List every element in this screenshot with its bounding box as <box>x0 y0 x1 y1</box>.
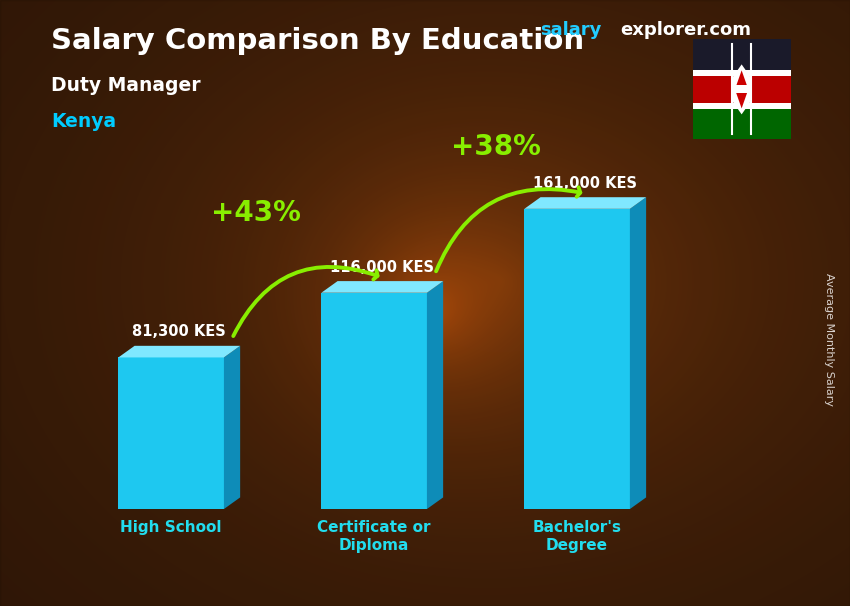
Polygon shape <box>524 197 646 209</box>
Text: +38%: +38% <box>451 133 541 161</box>
Polygon shape <box>321 281 443 293</box>
Text: +43%: +43% <box>212 199 302 227</box>
Text: 161,000 KES: 161,000 KES <box>533 176 638 191</box>
Polygon shape <box>630 197 646 509</box>
Bar <box>693 73 791 106</box>
Bar <box>693 39 791 73</box>
Text: Average Monthly Salary: Average Monthly Salary <box>824 273 834 406</box>
Bar <box>693 106 791 139</box>
Bar <box>321 293 427 509</box>
Bar <box>118 358 224 509</box>
Polygon shape <box>118 346 241 358</box>
Bar <box>733 85 751 93</box>
Bar <box>524 209 630 509</box>
Bar <box>693 103 791 109</box>
Polygon shape <box>735 70 748 108</box>
Text: Salary Comparison By Education: Salary Comparison By Education <box>51 27 584 55</box>
Text: salary: salary <box>540 21 601 39</box>
Polygon shape <box>224 346 241 509</box>
Text: Duty Manager: Duty Manager <box>51 76 201 95</box>
Bar <box>693 70 791 76</box>
Text: explorer.com: explorer.com <box>620 21 751 39</box>
Text: 116,000 KES: 116,000 KES <box>331 259 434 275</box>
Text: Kenya: Kenya <box>51 112 116 131</box>
Polygon shape <box>427 281 443 509</box>
Text: 81,300 KES: 81,300 KES <box>133 324 226 339</box>
Polygon shape <box>733 64 751 115</box>
